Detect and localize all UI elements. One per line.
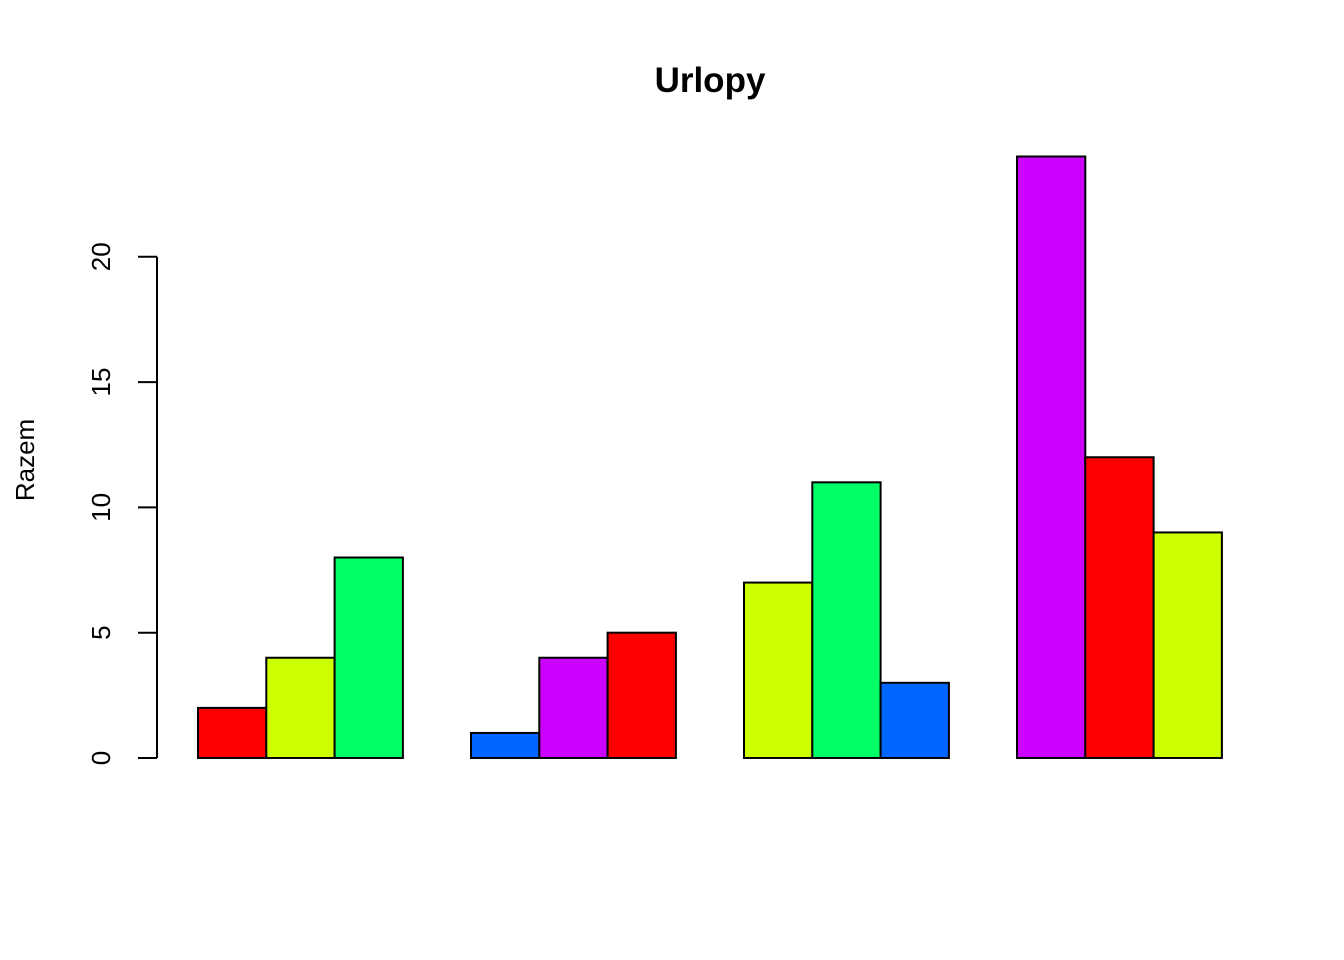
- y-tick-label: 20: [86, 242, 116, 271]
- bar: [197, 706, 268, 759]
- bar: [879, 681, 950, 759]
- bar-group: [743, 481, 950, 759]
- bar: [811, 481, 882, 759]
- bar: [1152, 531, 1223, 759]
- y-tick-label: 0: [86, 751, 116, 765]
- bar-group: [470, 631, 677, 759]
- bar-group: [197, 556, 404, 759]
- chart-title: Urlopy: [655, 61, 766, 100]
- bar: [538, 656, 609, 759]
- bar: [606, 631, 677, 759]
- bar: [743, 581, 814, 759]
- bar: [1084, 456, 1155, 759]
- y-axis: 0 5 10 15 20: [86, 242, 158, 765]
- bars: [197, 155, 1223, 759]
- y-tick-label: 15: [86, 368, 116, 397]
- bar: [265, 656, 336, 759]
- bar: [1016, 155, 1087, 759]
- bar-group: [1016, 155, 1223, 759]
- y-tick-label: 10: [86, 493, 116, 522]
- y-tick-label: 5: [86, 625, 116, 639]
- bar: [470, 731, 541, 759]
- y-axis-label: Razem: [10, 419, 40, 501]
- bar: [333, 556, 404, 759]
